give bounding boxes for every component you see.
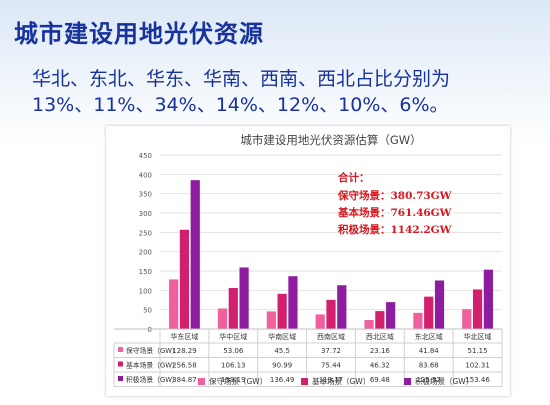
bar-1	[169, 279, 179, 329]
bar-3	[483, 269, 493, 329]
table-value: 51.15	[468, 347, 488, 355]
legend-label: 积极场景（GW）	[415, 376, 473, 386]
legend-label: 保守场景（GW）	[209, 376, 267, 386]
table-value: 69.48	[370, 376, 390, 384]
row-legend-swatch	[118, 347, 123, 352]
y-tick-label: 200	[139, 249, 152, 257]
annotation-line: 积极场景：1142.2GW	[338, 223, 452, 236]
category-label: 华中区域	[219, 332, 247, 341]
table-value: 125.52	[416, 376, 441, 384]
row-series-name: 积极场景（GW）	[126, 375, 179, 384]
table-value: 45.5	[274, 347, 290, 355]
legend-swatch	[198, 378, 205, 385]
row-legend-swatch	[118, 376, 123, 381]
y-tick-label: 250	[139, 229, 152, 237]
table-value: 83.68	[419, 362, 439, 370]
table-value: 53.06	[223, 347, 244, 355]
summary-line-2: 13%、11%、34%、14%、12%、10%、6%。	[32, 94, 449, 116]
table-value: 75.44	[321, 362, 342, 370]
category-label: 东北区域	[415, 332, 443, 341]
bar-3	[337, 285, 347, 329]
table-value: 113.17	[319, 376, 344, 384]
bar-1	[266, 311, 276, 329]
category-label: 华东区域	[170, 332, 198, 341]
bar-3	[239, 267, 249, 329]
legend-label: 基本场景（GW）	[312, 376, 370, 386]
table-value: 384.87	[172, 376, 197, 384]
y-tick-label: 350	[139, 191, 152, 199]
bar-3	[288, 276, 298, 329]
table-value: 90.99	[272, 362, 292, 370]
bar-2	[424, 296, 434, 329]
bar-3	[386, 302, 396, 329]
chart-card: 城市建设用地光伏资源估算（GW） 0 50 100 150 200 250 300 350 400…	[106, 126, 510, 396]
y-tick-label: 450	[139, 152, 152, 160]
table-value: 153.46	[465, 376, 490, 384]
bar-3	[434, 280, 445, 329]
bar-1	[364, 320, 374, 329]
y-tick-label: 0	[148, 326, 152, 334]
annotation-heading: 合计：	[337, 171, 370, 184]
bar-1	[217, 308, 228, 329]
category-label: 西南区域	[317, 332, 345, 341]
bar-1	[315, 314, 325, 329]
row-legend-swatch	[118, 361, 123, 367]
table-value: 128.29	[172, 347, 197, 355]
table-value: 106.13	[221, 362, 246, 370]
bar-2	[472, 289, 483, 329]
y-tick-label: 50	[143, 307, 152, 315]
bar-1	[413, 312, 423, 329]
bar-1	[462, 309, 472, 329]
summary-line-1: 华北、东北、华东、华南、西南、西北占比分别为	[32, 68, 451, 90]
bar-2	[375, 311, 385, 329]
table-value: 136.49	[270, 376, 295, 384]
chart-title: 城市建设用地光伏资源估算（GW）	[240, 133, 421, 147]
legend-swatch	[404, 378, 411, 385]
category-label: 华南区域	[268, 332, 296, 341]
y-tick-label: 150	[139, 268, 152, 276]
bar-2	[277, 293, 287, 329]
y-tick-label: 300	[139, 210, 152, 218]
bar-2	[228, 287, 238, 329]
summary-text: 华北、东北、华东、华南、西南、西北占比分别为 13%、11%、34%、14%、1…	[32, 66, 450, 118]
bar-2	[326, 299, 336, 329]
annotation-line: 保守场景：380.73GW	[337, 189, 452, 202]
legend-swatch	[301, 378, 308, 385]
table-value: 102.31	[465, 362, 490, 370]
bar-2	[179, 229, 190, 329]
y-tick-label: 100	[139, 287, 152, 295]
table-value: 159.19	[221, 376, 246, 384]
row-series-name: 保守场景（GW）	[126, 346, 179, 355]
table-value: 37.72	[321, 347, 341, 355]
slide-title: 城市建设用地光伏资源	[14, 20, 264, 48]
table-value: 23.16	[370, 347, 391, 355]
category-label: 西北区域	[366, 332, 394, 341]
table-value: 256.58	[172, 362, 197, 370]
table-value: 46.32	[370, 362, 390, 370]
bar-chart: 城市建设用地光伏资源估算（GW） 0 50 100 150 200 250 300 350 400…	[113, 133, 503, 387]
row-series-name: 基本场景（GW）	[126, 361, 179, 370]
table-value: 41.84	[419, 347, 440, 355]
category-label: 华北区域	[464, 332, 492, 341]
bar-3	[190, 180, 200, 329]
annotation-line: 基本场景：761.46GW	[337, 206, 452, 219]
y-tick-label: 400	[139, 171, 152, 179]
